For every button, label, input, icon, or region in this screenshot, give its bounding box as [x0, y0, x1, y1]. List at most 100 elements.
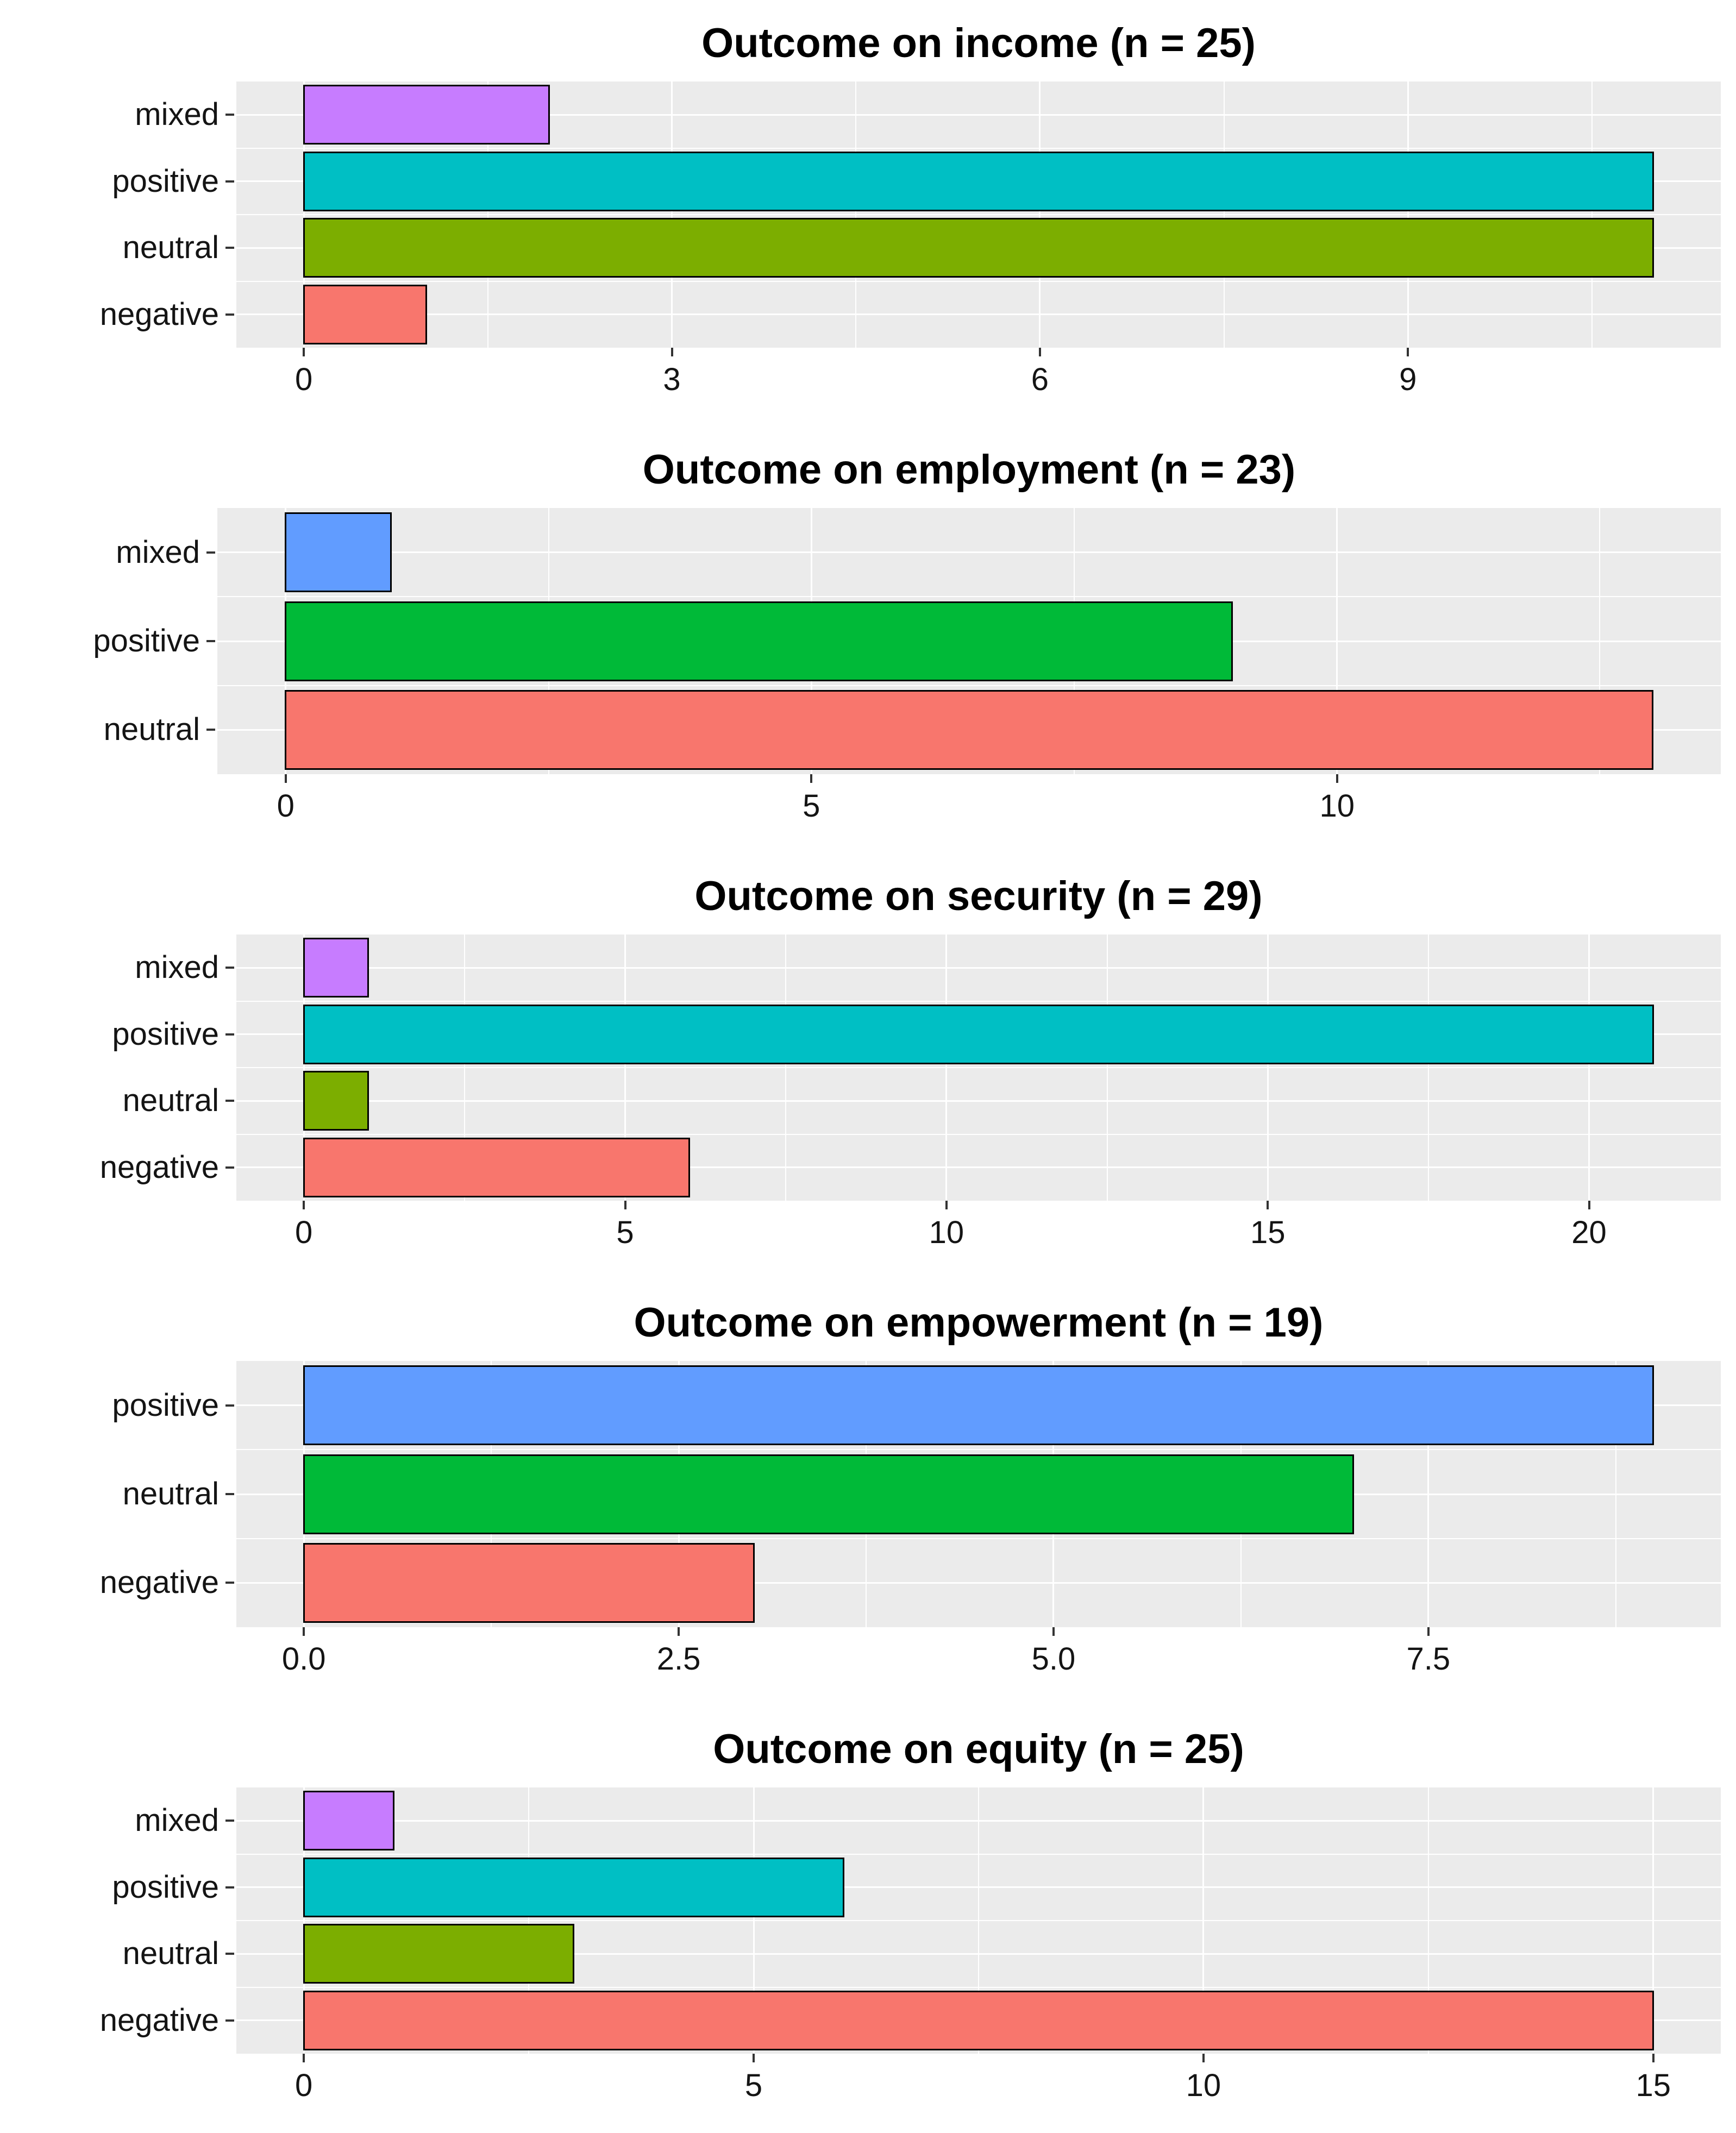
- x-tick-label: 5.0: [1031, 1641, 1076, 1677]
- y-tick-mark: [225, 1493, 234, 1495]
- bar-mixed: [285, 512, 392, 593]
- major-gridline-v: [303, 1787, 305, 2054]
- y-category-label: negative: [99, 1149, 219, 1185]
- x-tick-label: 2.5: [656, 1641, 701, 1677]
- x-tick-mark: [678, 1627, 680, 1636]
- bar-negative: [303, 284, 428, 344]
- bar-neutral: [303, 1924, 575, 1984]
- y-category-label: mixed: [135, 1803, 219, 1839]
- x-axis: 0 3 6 9: [236, 348, 1721, 426]
- x-axis: 0 5 10 15 20: [236, 1201, 1721, 1279]
- minor-gridline-h: [236, 1000, 1721, 1002]
- x-tick-mark: [1588, 1201, 1590, 1209]
- x-tick-mark: [1652, 2054, 1654, 2062]
- y-category-label: positive: [112, 163, 219, 199]
- major-gridline-h: [236, 967, 1721, 969]
- x-tick-mark: [1202, 2054, 1205, 2062]
- x-tick-label: 20: [1571, 1215, 1607, 1250]
- x-tick-mark: [303, 348, 305, 356]
- y-tick-mark: [206, 640, 215, 642]
- y-category-label: mixed: [135, 97, 219, 133]
- minor-gridline-h: [236, 280, 1721, 282]
- y-tick-mark: [225, 1582, 234, 1584]
- y-tick-mark: [225, 1953, 234, 1955]
- bar-negative: [303, 1542, 755, 1623]
- chart-title: Outcome on employment (n = 23): [642, 446, 1296, 493]
- x-tick-mark: [753, 2054, 755, 2062]
- bar-positive: [303, 151, 1654, 211]
- y-category-label: positive: [112, 1869, 219, 1905]
- major-gridline-v: [753, 1787, 755, 2054]
- y-category-label: neutral: [122, 230, 219, 266]
- y-category-label: neutral: [122, 1936, 219, 1972]
- major-gridline-v: [303, 934, 305, 1201]
- bar-neutral: [303, 1454, 1355, 1534]
- y-axis-labels: mixed positive neutral: [0, 508, 217, 774]
- y-tick-mark: [225, 313, 234, 316]
- bar-positive: [285, 601, 1233, 681]
- x-tick-label: 0: [295, 2068, 313, 2103]
- chart-outcome-empowerment: Outcome on empowerment (n = 19) positive…: [0, 1279, 1736, 1706]
- x-tick-label: 0: [295, 1215, 313, 1250]
- bar-mixed: [303, 938, 369, 998]
- x-tick-label: 6: [1031, 362, 1049, 397]
- bar-negative: [303, 1137, 691, 1197]
- x-tick-label: 0: [295, 362, 313, 397]
- y-tick-mark: [225, 1820, 234, 1822]
- minor-gridline-h: [236, 1920, 1721, 1921]
- x-axis: 0 5 10 15: [236, 2054, 1721, 2132]
- y-axis-labels: mixed positive neutral negative: [0, 81, 236, 348]
- x-tick-mark: [303, 1627, 305, 1636]
- plot-panel: [236, 1787, 1721, 2054]
- x-tick-mark: [670, 348, 673, 356]
- chart-outcome-security: Outcome on security (n = 29) mixed positi…: [0, 853, 1736, 1279]
- x-tick-mark: [624, 1201, 626, 1209]
- x-axis: 0.0 2.5 5.0 7.5: [236, 1627, 1721, 1706]
- chart-title: Outcome on equity (n = 25): [713, 1726, 1244, 1772]
- major-gridline-v: [624, 934, 626, 1201]
- x-tick-label: 10: [1186, 2068, 1221, 2103]
- bar-neutral: [303, 218, 1654, 278]
- x-tick-label: 15: [1250, 1215, 1286, 1250]
- minor-gridline-h: [236, 214, 1721, 215]
- y-tick-mark: [225, 1100, 234, 1102]
- minor-gridline-h: [236, 1449, 1721, 1451]
- major-gridline-v: [1202, 1787, 1205, 2054]
- x-tick-label: 5: [744, 2068, 763, 2103]
- bar-neutral: [303, 1071, 369, 1131]
- x-tick-mark: [303, 1201, 305, 1209]
- y-category-label: negative: [99, 1565, 219, 1601]
- minor-gridline-h: [236, 147, 1721, 149]
- minor-gridline-h: [236, 1986, 1721, 1988]
- x-tick-mark: [1267, 1201, 1269, 1209]
- chart-outcome-employment: Outcome on employment (n = 23) mixed posi…: [0, 426, 1736, 853]
- y-tick-mark: [225, 114, 234, 116]
- plot-panel: [236, 1361, 1721, 1627]
- y-tick-mark: [225, 180, 234, 183]
- y-tick-mark: [225, 2019, 234, 2022]
- bar-mixed: [303, 85, 550, 145]
- major-gridline-v: [1407, 81, 1409, 348]
- x-tick-mark: [810, 774, 813, 783]
- y-category-label: mixed: [116, 534, 200, 570]
- y-category-label: positive: [112, 1387, 219, 1423]
- minor-gridline-h: [217, 685, 1721, 686]
- bar-positive: [303, 1365, 1654, 1446]
- bar-neutral: [285, 689, 1653, 770]
- x-tick-label: 7.5: [1406, 1641, 1451, 1677]
- plot-panel: [236, 81, 1721, 348]
- major-gridline-h: [236, 1166, 1721, 1169]
- major-gridline-v: [1652, 1787, 1654, 2054]
- y-category-label: positive: [93, 623, 200, 658]
- bar-positive: [303, 1004, 1654, 1064]
- x-tick-mark: [284, 774, 287, 783]
- y-category-label: positive: [112, 1016, 219, 1052]
- minor-gridline-h: [236, 1538, 1721, 1539]
- major-gridline-h: [236, 114, 1721, 116]
- x-tick-label: 5: [803, 788, 820, 824]
- bar-positive: [303, 1857, 845, 1917]
- x-tick-mark: [1427, 1627, 1430, 1636]
- major-gridline-v: [1267, 934, 1269, 1201]
- y-tick-mark: [225, 1404, 234, 1407]
- y-tick-mark: [225, 967, 234, 969]
